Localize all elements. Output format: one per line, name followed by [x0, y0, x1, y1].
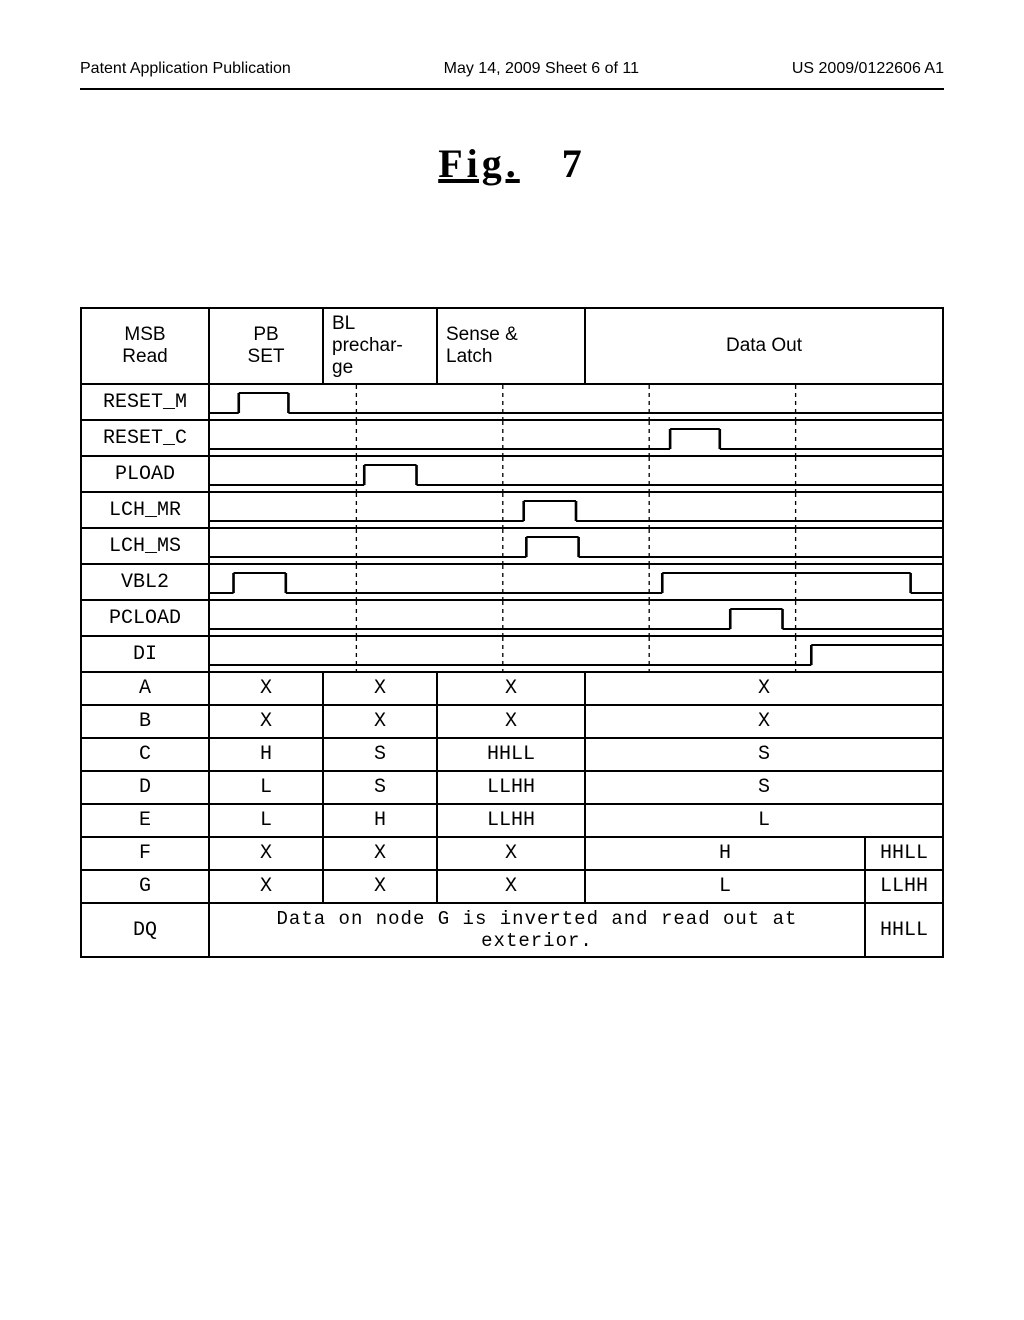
signal-row-vbl2: VBL2	[81, 564, 943, 600]
state-cell: LLHH	[437, 771, 585, 804]
signal-waveform	[209, 420, 943, 456]
state-cell: H	[585, 837, 865, 870]
state-name: E	[81, 804, 209, 837]
signal-waveform	[209, 384, 943, 420]
signal-row-reset_m: RESET_M	[81, 384, 943, 420]
signal-row-pload: PLOAD	[81, 456, 943, 492]
col-header-sense: Sense & Latch	[437, 308, 585, 384]
state-cell: S	[585, 771, 943, 804]
state-row-g: GXXXLLLHH	[81, 870, 943, 903]
state-cell: HHLL	[437, 738, 585, 771]
state-cell: S	[323, 738, 437, 771]
header-center: May 14, 2009 Sheet 6 of 11	[444, 60, 639, 78]
state-cell: X	[437, 705, 585, 738]
signal-waveform	[209, 636, 943, 672]
signal-row-di: DI	[81, 636, 943, 672]
page: Patent Application Publication May 14, 2…	[0, 0, 1024, 1320]
signal-row-lch_mr: LCH_MR	[81, 492, 943, 528]
state-row-f: FXXXHHHLL	[81, 837, 943, 870]
signal-row-lch_ms: LCH_MS	[81, 528, 943, 564]
page-header: Patent Application Publication May 14, 2…	[80, 60, 944, 78]
state-row-b: BXXXX	[81, 705, 943, 738]
figure-number: 7	[562, 141, 586, 186]
state-name: B	[81, 705, 209, 738]
signal-name: RESET_C	[81, 420, 209, 456]
signal-name: RESET_M	[81, 384, 209, 420]
state-cell: X	[209, 837, 323, 870]
state-cell: X	[437, 672, 585, 705]
state-cell: X	[323, 705, 437, 738]
state-cell: X	[209, 870, 323, 903]
state-cell: X	[209, 672, 323, 705]
col-header-dataout: Data Out	[585, 308, 943, 384]
state-cell: HHLL	[865, 837, 943, 870]
signal-name: VBL2	[81, 564, 209, 600]
signal-row-reset_c: RESET_C	[81, 420, 943, 456]
signal-row-pcload: PCLOAD	[81, 600, 943, 636]
col-header-pbset: PB SET	[209, 308, 323, 384]
header-right: US 2009/0122606 A1	[792, 60, 944, 78]
state-name: A	[81, 672, 209, 705]
state-cell: L	[209, 771, 323, 804]
state-cell: X	[323, 870, 437, 903]
state-cell: LLHH	[865, 870, 943, 903]
state-name: C	[81, 738, 209, 771]
header-left: Patent Application Publication	[80, 60, 291, 78]
state-cell: X	[437, 837, 585, 870]
figure-title: Fig. 7	[80, 140, 944, 187]
dq-row: DQData on node G is inverted and read ou…	[81, 903, 943, 957]
state-cell: S	[585, 738, 943, 771]
state-cell: X	[209, 705, 323, 738]
signal-waveform	[209, 492, 943, 528]
figure-label: Fig.	[438, 141, 520, 186]
state-name: D	[81, 771, 209, 804]
col-header-blpre: BL prechar- ge	[323, 308, 437, 384]
state-name: F	[81, 837, 209, 870]
state-cell: L	[585, 804, 943, 837]
signal-waveform	[209, 528, 943, 564]
state-cell: H	[323, 804, 437, 837]
signal-name: PCLOAD	[81, 600, 209, 636]
dq-name: DQ	[81, 903, 209, 957]
state-row-a: AXXXX	[81, 672, 943, 705]
signal-waveform	[209, 564, 943, 600]
signal-name: LCH_MR	[81, 492, 209, 528]
signal-name: LCH_MS	[81, 528, 209, 564]
state-row-c: CHSHHLLS	[81, 738, 943, 771]
col-header-msb: MSB Read	[81, 308, 209, 384]
state-row-d: DLSLLHHS	[81, 771, 943, 804]
signal-name: PLOAD	[81, 456, 209, 492]
signal-name: DI	[81, 636, 209, 672]
table-header-row: MSB Read PB SET BL prechar- ge Sense & L…	[81, 308, 943, 384]
state-row-e: ELHLLHHL	[81, 804, 943, 837]
table-body: RESET_M RESET_C PLOAD LCH_MR LCH_MS	[81, 384, 943, 957]
signal-waveform	[209, 600, 943, 636]
timing-table: MSB Read PB SET BL prechar- ge Sense & L…	[80, 307, 944, 958]
state-cell: X	[437, 870, 585, 903]
signal-waveform	[209, 456, 943, 492]
state-cell: X	[585, 672, 943, 705]
state-cell: X	[323, 837, 437, 870]
state-cell: L	[585, 870, 865, 903]
state-cell: L	[209, 804, 323, 837]
state-cell: X	[323, 672, 437, 705]
state-cell: LLHH	[437, 804, 585, 837]
state-name: G	[81, 870, 209, 903]
state-cell: H	[209, 738, 323, 771]
dq-out: HHLL	[865, 903, 943, 957]
header-rule	[80, 88, 944, 90]
state-cell: S	[323, 771, 437, 804]
state-cell: X	[585, 705, 943, 738]
dq-note: Data on node G is inverted and read out …	[209, 903, 865, 957]
